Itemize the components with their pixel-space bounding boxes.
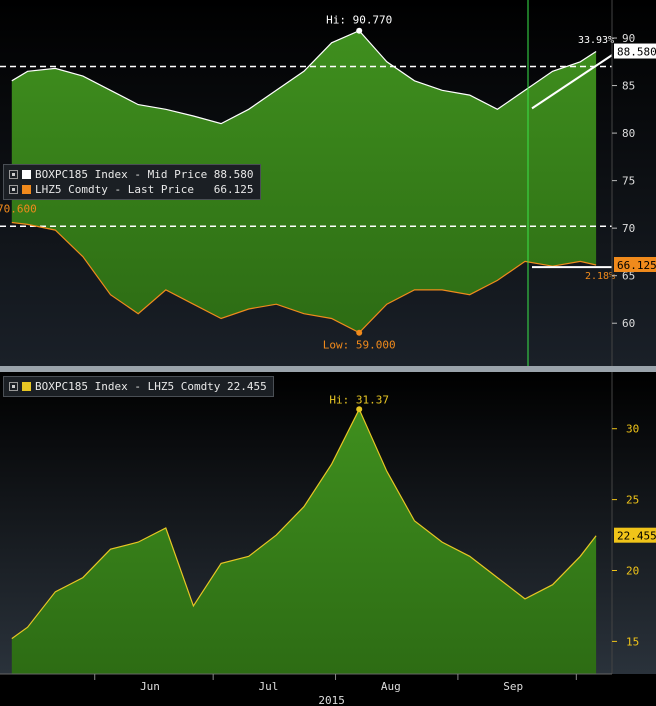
ytick-label: 90 [622,32,635,45]
legend-item-white: BOXPC185 Index - Mid Price 88.580 [9,167,254,182]
xtick-label: Aug [381,680,401,693]
panel1-legend: BOXPC185 Index - Mid Price 88.580 LHZ5 C… [3,164,261,200]
pct-change-label: 2.18% [585,271,615,282]
legend-label: LHZ5 Comdty - Last Price 66.125 [35,183,254,196]
ytick-label: 15 [626,635,639,648]
ytick-label: 30 [626,423,639,436]
panel2-legend: BOXPC185 Index - LHZ5 Comdty 22.455 [3,376,274,397]
panel-divider [0,366,656,372]
ytick-label: 80 [622,127,635,140]
last-value-badge-yellow-bg [614,527,656,543]
hi-marker-dot-panel2 [356,406,363,413]
xtick-label: Jun [140,680,160,693]
legend-swatch [22,382,31,391]
last-value-badge-orange-bg [614,256,656,272]
ytick-label: 60 [622,317,635,330]
ytick-label: 75 [622,175,635,188]
pct-change-label: 33.93% [578,35,614,46]
last-value-badge-white: 88.580 [617,46,656,59]
hi-label-panel2: Hi: 31.37 [329,393,389,406]
xtick-label: Jul [258,680,278,693]
spread-area-panel2 [11,409,597,674]
trend-line [531,54,613,110]
ytick-label: 65 [622,270,635,283]
ytick-label: 70 [622,222,635,235]
spread-area-panel1 [11,30,597,333]
last-value-badge-yellow: 22.455 [617,530,656,543]
legend-item-orange: LHZ5 Comdty - Last Price 66.125 [9,182,254,197]
hi-marker-dot [356,27,363,34]
ytick-label: 20 [626,564,639,577]
legend-swatch [22,170,31,179]
legend-swatch [22,185,31,194]
legend-item-yellow: BOXPC185 Index - LHZ5 Comdty 22.455 [9,379,267,394]
xtick-label: Sep [503,680,523,693]
xaxis-background [0,674,656,706]
legend-label: BOXPC185 Index - LHZ5 Comdty 22.455 [35,380,267,393]
start-value-label: 70.600 [0,202,37,215]
last-value-badge-orange: 66.125 [617,259,656,272]
legend-checkbox-icon[interactable] [9,382,18,391]
ytick-label: 85 [622,80,635,93]
xaxis-year-label: 2015 [318,694,345,706]
series-line-last-price [11,221,597,334]
ytick-label: 25 [626,494,639,507]
legend-checkbox-icon[interactable] [9,185,18,194]
series-line-spread [11,407,597,640]
last-value-badge-white-bg [614,43,656,59]
low-label: Low: 59.000 [323,339,396,352]
legend-label: BOXPC185 Index - Mid Price 88.580 [35,168,254,181]
legend-checkbox-icon[interactable] [9,170,18,179]
low-marker-dot [356,329,363,336]
hi-label: Hi: 90.770 [326,14,392,27]
series-line-mid-price [11,29,597,125]
